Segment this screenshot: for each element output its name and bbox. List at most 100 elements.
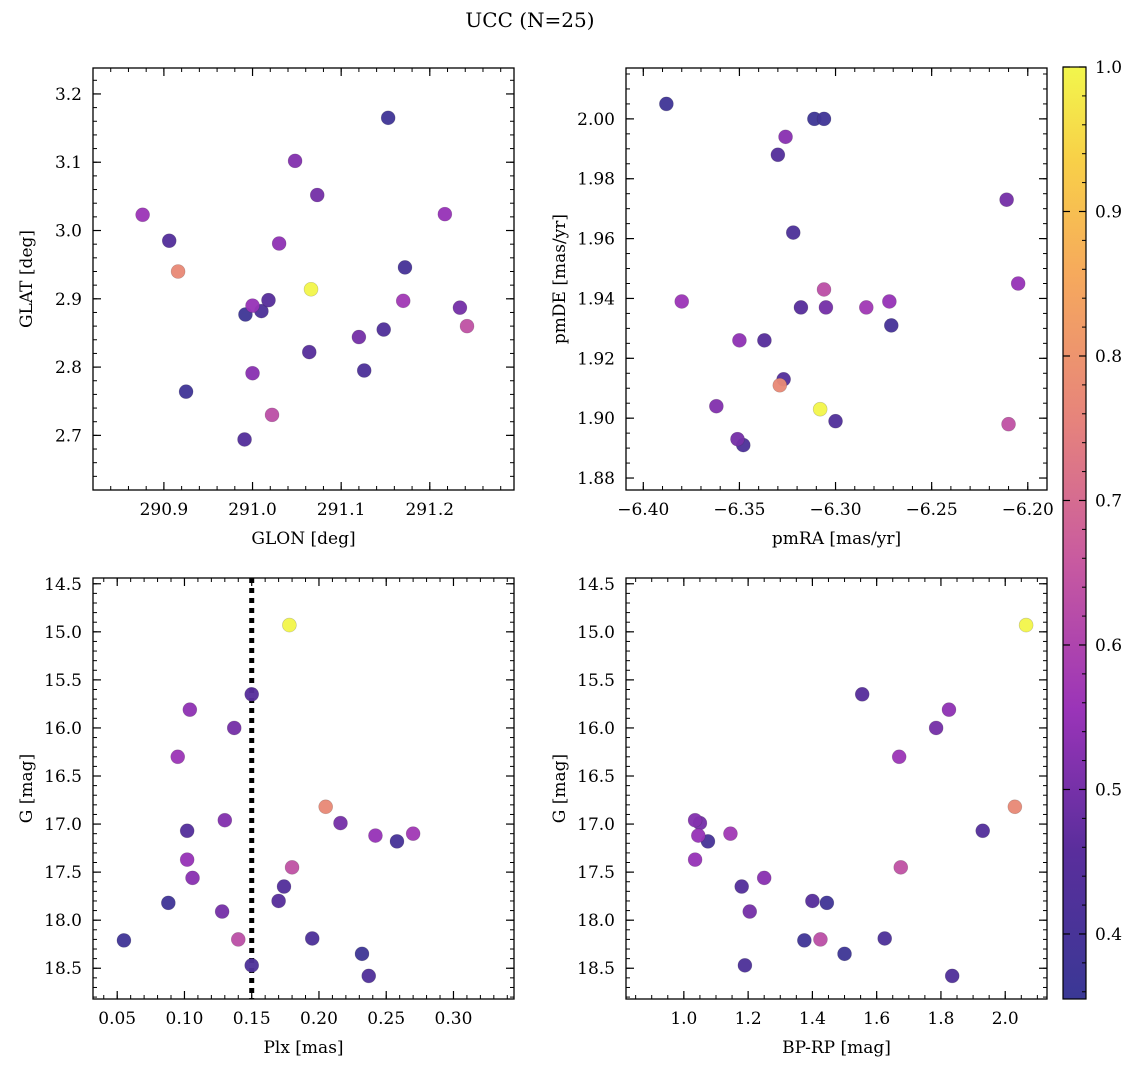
scatter-point — [944, 968, 960, 984]
x-tick-label: 291.0 — [228, 500, 277, 520]
scatter-point — [999, 192, 1014, 207]
y-tick-label: 16.0 — [577, 719, 615, 739]
scatter-point — [179, 823, 195, 839]
scatter-point — [354, 946, 370, 962]
scatter-point — [1018, 617, 1034, 633]
scatter-point — [674, 294, 690, 309]
scatter-point — [813, 932, 828, 947]
scatter-point — [135, 207, 150, 223]
scatter-point — [785, 225, 801, 240]
colorbar-tick-label: 0.5 — [1095, 780, 1122, 800]
x-tick-label: 0.20 — [300, 1009, 338, 1029]
minor-ticks — [92, 68, 514, 491]
scatter-point — [816, 111, 832, 127]
x-tick-label: 0.15 — [233, 1009, 271, 1029]
x-tick-label: 291.2 — [405, 500, 454, 520]
y-tick-label: 1.96 — [577, 230, 615, 250]
scatter-point — [742, 904, 758, 919]
y-tick-label: 1.98 — [577, 170, 615, 190]
scatter-point — [816, 282, 832, 297]
x-axis-label: Plx [mas] — [263, 1038, 343, 1058]
scatter-point — [245, 298, 260, 313]
scatter-point — [819, 895, 835, 911]
figure-title: UCC (N=25) — [465, 8, 594, 32]
scatter-point — [351, 329, 367, 345]
x-axis-label: pmRA [mas/yr] — [772, 529, 901, 549]
scatter-point — [734, 879, 749, 894]
colorbar-tick-label: 0.7 — [1095, 491, 1122, 511]
scatter-point — [245, 365, 260, 381]
colorbar: 0.4 0.5 0.6 0.7 0.8 0.9 1.0 — [1062, 58, 1122, 1000]
y-axis-label: G [mag] — [17, 754, 37, 823]
scatter-point — [1001, 416, 1016, 432]
y-axis-label: GLAT [deg] — [17, 230, 37, 328]
scatter-point — [361, 968, 377, 984]
scatter-point — [282, 617, 297, 633]
scatter-point — [271, 236, 287, 251]
scatter-point — [271, 893, 286, 909]
scatter-points — [687, 617, 1034, 984]
scatter-point — [828, 413, 843, 429]
scatter-point — [356, 363, 372, 378]
scatter-point — [793, 300, 809, 315]
scatter-point — [161, 233, 177, 249]
x-tick-label: 1.4 — [799, 1009, 826, 1029]
y-tick-label: 3.2 — [55, 85, 82, 105]
scatter-point — [837, 946, 852, 962]
scatter-point — [737, 958, 753, 973]
scatter-point — [244, 687, 260, 702]
colorbar-gradient — [1062, 66, 1087, 1000]
y-tick-label: 18.0 — [44, 911, 82, 931]
colorbar-tick-label: 1.0 — [1095, 58, 1122, 78]
scatter-point — [389, 834, 405, 849]
y-tick-label: 17.5 — [44, 863, 82, 883]
scatter-point — [178, 384, 194, 399]
y-tick-label: 16.0 — [44, 719, 82, 739]
scatter-point — [170, 749, 186, 765]
y-tick-label: 2.7 — [55, 426, 82, 446]
scatter-point — [318, 799, 333, 815]
x-tick-label: 290.9 — [140, 500, 189, 520]
y-tick-label: 15.5 — [44, 671, 82, 691]
scatter-point — [276, 879, 292, 894]
scatter-point — [730, 431, 745, 447]
y-tick-label: 1.94 — [577, 289, 615, 309]
scatter-point — [709, 398, 724, 414]
scatter-point — [170, 264, 186, 279]
y-tick-label: 1.92 — [577, 349, 615, 369]
y-tick-label: 18.0 — [577, 911, 615, 931]
panel-frame — [625, 577, 1048, 1000]
minor-ticks — [626, 578, 1047, 999]
y-tick-label: 17.5 — [577, 863, 615, 883]
scatter-point — [756, 870, 772, 886]
scatter-point — [891, 749, 907, 765]
colorbar-ticks: 0.4 0.5 0.6 0.7 0.8 0.9 1.0 — [1063, 58, 1122, 993]
y-tick-label: 2.8 — [55, 358, 82, 378]
scatter-point — [1007, 799, 1023, 815]
x-tick-label: −6.25 — [906, 500, 958, 520]
y-tick-label: 18.5 — [577, 959, 615, 979]
y-tick-label: 17.0 — [44, 815, 82, 835]
x-tick-label: −6.30 — [809, 500, 861, 520]
x-tick-label: 1.2 — [735, 1009, 762, 1029]
panel-bprp-g: 1.0 1.2 1.4 1.6 1.8 2.0 14.5 15.0 15.5 16.0 16.5 17… — [550, 575, 1048, 1058]
x-tick-label: 0.10 — [166, 1009, 204, 1029]
scatter-point — [230, 932, 246, 947]
y-tick-label: 14.5 — [44, 575, 82, 595]
scatter-point — [452, 300, 468, 315]
scatter-point — [261, 292, 276, 308]
scatter-point — [214, 904, 230, 919]
y-tick-label: 14.5 — [577, 575, 615, 595]
scatter-point — [732, 333, 747, 348]
scatter-point — [237, 432, 252, 447]
panel-pmra-pmde: −6.40 −6.35 −6.30 −6.25 −6.20 1.88 1.90 1.92 1.9… — [550, 67, 1054, 549]
panels: 290.9 291.0 291.1 291.2 2.7 2.8 2.9 3.0 3.1 3.2 GL… — [17, 67, 1054, 1058]
scatter-point — [975, 823, 991, 839]
scatter-point — [687, 812, 703, 828]
scatter-point — [877, 931, 893, 946]
scatter-point — [380, 110, 396, 126]
scatter-point — [882, 294, 897, 309]
scatter-point — [818, 300, 834, 315]
scatter-point — [217, 812, 233, 828]
